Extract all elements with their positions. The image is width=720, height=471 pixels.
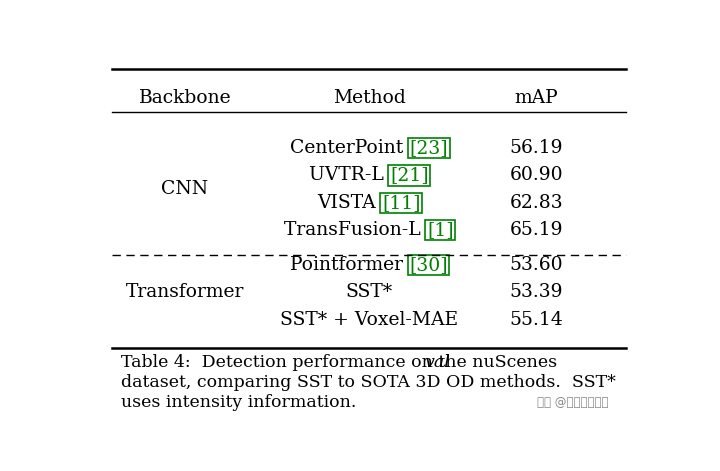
Text: Method: Method <box>333 89 405 107</box>
Text: 62.83: 62.83 <box>510 194 563 211</box>
Text: SST* + Voxel-MAE: SST* + Voxel-MAE <box>280 311 458 329</box>
Text: 56.19: 56.19 <box>510 139 563 157</box>
Text: [30]: [30] <box>409 256 448 274</box>
Text: Table 4:  Detection performance on the nuScenes: Table 4: Detection performance on the nu… <box>121 355 557 372</box>
Text: Backbone: Backbone <box>138 89 231 107</box>
Text: [11]: [11] <box>382 194 420 211</box>
Text: uses intensity information.: uses intensity information. <box>121 394 356 411</box>
Text: 65.19: 65.19 <box>510 221 563 239</box>
Text: Transformer: Transformer <box>126 283 244 301</box>
Text: 53.60: 53.60 <box>510 256 563 274</box>
Text: 知乎 @自动驾驶之心: 知乎 @自动驾驶之心 <box>537 397 609 409</box>
Text: CNN: CNN <box>161 180 208 198</box>
Text: dataset, comparing SST to SOTA 3D OD methods.  SST*: dataset, comparing SST to SOTA 3D OD met… <box>121 374 616 391</box>
Text: SST*: SST* <box>346 283 392 301</box>
Text: 60.90: 60.90 <box>510 166 563 185</box>
Text: 53.39: 53.39 <box>510 283 563 301</box>
Text: 55.14: 55.14 <box>510 311 563 329</box>
Text: TransFusion-L: TransFusion-L <box>284 221 427 239</box>
Text: [21]: [21] <box>390 166 428 185</box>
Text: mAP: mAP <box>515 89 558 107</box>
Text: Pointformer: Pointformer <box>290 256 409 274</box>
Text: VISTA: VISTA <box>318 194 382 211</box>
Text: UVTR-L: UVTR-L <box>310 166 390 185</box>
Text: [23]: [23] <box>409 139 448 157</box>
Text: CenterPoint: CenterPoint <box>290 139 409 157</box>
Text: [1]: [1] <box>427 221 454 239</box>
Text: val: val <box>425 355 451 372</box>
